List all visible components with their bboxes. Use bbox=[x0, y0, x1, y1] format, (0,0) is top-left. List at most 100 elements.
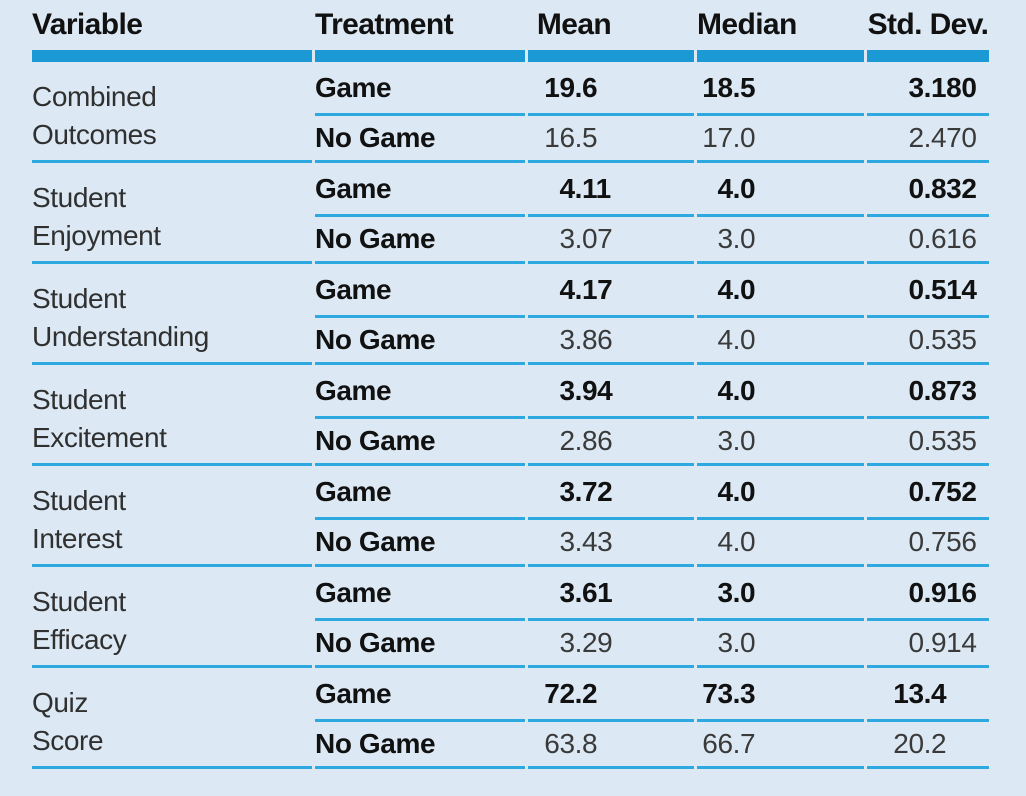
column-header-variable: Variable bbox=[32, 8, 143, 41]
median-value: 18. 5 bbox=[697, 62, 864, 116]
mean-value: 3. 29 bbox=[528, 621, 694, 668]
median-value: 4. 0 bbox=[697, 163, 864, 217]
variable-line: Score bbox=[32, 725, 104, 756]
variable-name: Combined Outcomes bbox=[32, 62, 312, 163]
no-game-row: No Game 3. 07 3. 0 0. 616 bbox=[32, 217, 989, 264]
std-dev-value: 0. 832 bbox=[867, 163, 989, 217]
header-rule bbox=[32, 50, 989, 62]
treatment-cell: No Game bbox=[315, 318, 525, 365]
column-header-std-dev: Std. Dev. bbox=[867, 8, 989, 41]
variable-name: Student Efficacy bbox=[32, 567, 312, 668]
group-student-excitement: Student Excitement Game 3. 94 4. 0 0. 873 N… bbox=[32, 365, 989, 466]
no-game-row: No Game 63. 8 66. 7 20. 2 bbox=[32, 722, 989, 769]
no-game-row: No Game 16. 5 17. 0 2. 470 bbox=[32, 116, 989, 163]
header-rule-segment bbox=[315, 50, 525, 62]
group-student-efficacy: Student Efficacy Game 3. 61 3. 0 0. 916 No … bbox=[32, 567, 989, 668]
treatment-cell: Game bbox=[315, 567, 525, 621]
std-dev-value: 20. 2 bbox=[867, 722, 989, 769]
mean-value: 3. 94 bbox=[528, 365, 694, 419]
variable-line: Student bbox=[32, 384, 126, 415]
variable-line: Student bbox=[32, 283, 126, 314]
std-dev-value: 13. 4 bbox=[867, 668, 989, 722]
no-game-row: No Game 3. 86 4. 0 0. 535 bbox=[32, 318, 989, 365]
std-dev-value: 0. 914 bbox=[867, 621, 989, 668]
median-value: 4. 0 bbox=[697, 264, 864, 318]
treatment-cell: Game bbox=[315, 668, 525, 722]
game-row: Student Efficacy Game 3. 61 3. 0 0. 916 bbox=[32, 567, 989, 668]
column-header-mean: Mean bbox=[536, 8, 612, 41]
treatment-cell: No Game bbox=[315, 217, 525, 264]
treatment-cell: Game bbox=[315, 264, 525, 318]
no-game-row: No Game 2. 86 3. 0 0. 535 bbox=[32, 419, 989, 466]
std-dev-value: 0. 616 bbox=[867, 217, 989, 264]
mean-value: 3. 07 bbox=[528, 217, 694, 264]
std-dev-value: 0. 514 bbox=[867, 264, 989, 318]
header-row: Variable Treatment Mean Median Std. Dev. bbox=[32, 0, 989, 50]
median-value: 3. 0 bbox=[697, 217, 864, 264]
game-row: Student Understanding Game 4. 17 4. 0 0. 51… bbox=[32, 264, 989, 365]
mean-value: 4. 11 bbox=[528, 163, 694, 217]
header-rule-segment bbox=[528, 50, 694, 62]
median-value: 3. 0 bbox=[697, 621, 864, 668]
variable-line: Efficacy bbox=[32, 624, 127, 655]
treatment-statistics-table: Variable Treatment Mean Median Std. Dev.… bbox=[29, 0, 992, 769]
median-value: 66. 7 bbox=[697, 722, 864, 769]
treatment-cell: No Game bbox=[315, 116, 525, 163]
variable-line: Excitement bbox=[32, 422, 167, 453]
game-row: Student Enjoyment Game 4. 11 4. 0 0. 832 bbox=[32, 163, 989, 264]
no-game-row: No Game 3. 29 3. 0 0. 914 bbox=[32, 621, 989, 668]
variable-name: Student Interest bbox=[32, 466, 312, 567]
variable-line: Interest bbox=[32, 523, 123, 554]
group-combined-outcomes: Combined Outcomes Game 19. 6 18. 5 3. 180 N… bbox=[32, 62, 989, 163]
std-dev-value: 2. 470 bbox=[867, 116, 989, 163]
variable-line: Enjoyment bbox=[32, 220, 161, 251]
treatment-cell: Game bbox=[315, 62, 525, 116]
mean-value: 3. 72 bbox=[528, 466, 694, 520]
mean-value: 63. 8 bbox=[528, 722, 694, 769]
header-rule-segment bbox=[697, 50, 864, 62]
median-value: 3. 0 bbox=[697, 419, 864, 466]
median-value: 4. 0 bbox=[697, 318, 864, 365]
group-student-enjoyment: Student Enjoyment Game 4. 11 4. 0 0. 832 No… bbox=[32, 163, 989, 264]
treatment-cell: No Game bbox=[315, 419, 525, 466]
treatment-cell: No Game bbox=[315, 520, 525, 567]
group-student-interest: Student Interest Game 3. 72 4. 0 0. 752 No … bbox=[32, 466, 989, 567]
no-game-row: No Game 3. 43 4. 0 0. 756 bbox=[32, 520, 989, 567]
median-value: 4. 0 bbox=[697, 466, 864, 520]
mean-value: 2. 86 bbox=[528, 419, 694, 466]
median-value: 3. 0 bbox=[697, 567, 864, 621]
mean-value: 19. 6 bbox=[528, 62, 694, 116]
variable-line: Combined bbox=[32, 81, 157, 112]
game-row: Student Excitement Game 3. 94 4. 0 0. 873 bbox=[32, 365, 989, 466]
mean-value: 3. 86 bbox=[528, 318, 694, 365]
std-dev-value: 0. 916 bbox=[867, 567, 989, 621]
std-dev-value: 0. 535 bbox=[867, 419, 989, 466]
std-dev-value: 3. 180 bbox=[867, 62, 989, 116]
game-row: Combined Outcomes Game 19. 6 18. 5 3. 180 bbox=[32, 62, 989, 163]
variable-name: Quiz Score bbox=[32, 668, 312, 769]
variable-line: Understanding bbox=[32, 321, 209, 352]
std-dev-value: 0. 535 bbox=[867, 318, 989, 365]
header-rule-segment bbox=[867, 50, 989, 62]
header-rule-segment bbox=[32, 50, 312, 62]
std-dev-value: 0. 873 bbox=[867, 365, 989, 419]
median-value: 4. 0 bbox=[697, 520, 864, 567]
median-value: 73. 3 bbox=[697, 668, 864, 722]
variable-line: Quiz bbox=[32, 687, 88, 718]
group-quiz-score: Quiz Score Game 72. 2 73. 3 13. 4 No Game 6… bbox=[32, 668, 989, 769]
game-row: Quiz Score Game 72. 2 73. 3 13. 4 bbox=[32, 668, 989, 769]
mean-value: 72. 2 bbox=[528, 668, 694, 722]
variable-line: Student bbox=[32, 182, 126, 213]
table-header: Variable Treatment Mean Median Std. Dev. bbox=[32, 0, 989, 62]
median-value: 17. 0 bbox=[697, 116, 864, 163]
game-row: Student Interest Game 3. 72 4. 0 0. 752 bbox=[32, 466, 989, 567]
mean-value: 3. 61 bbox=[528, 567, 694, 621]
treatment-cell: Game bbox=[315, 365, 525, 419]
median-value: 4. 0 bbox=[697, 365, 864, 419]
column-header-median: Median bbox=[697, 8, 797, 41]
variable-line: Student bbox=[32, 485, 126, 516]
treatment-cell: Game bbox=[315, 163, 525, 217]
treatment-cell: Game bbox=[315, 466, 525, 520]
variable-name: Student Excitement bbox=[32, 365, 312, 466]
